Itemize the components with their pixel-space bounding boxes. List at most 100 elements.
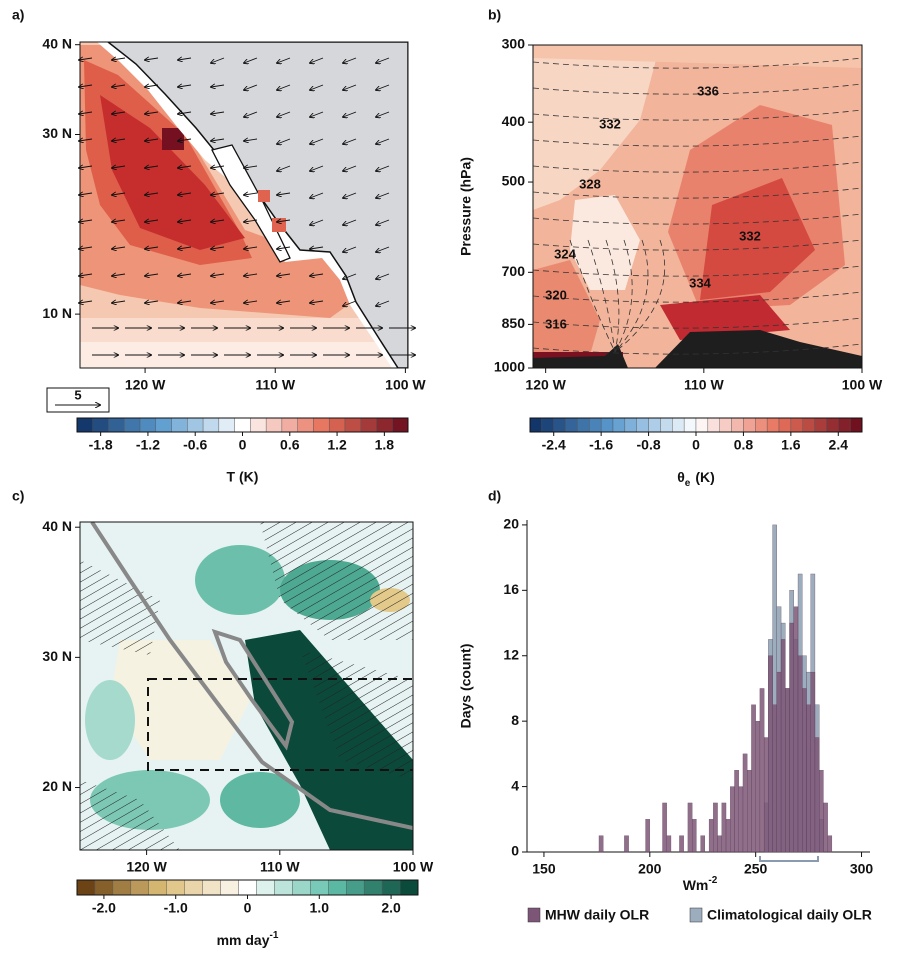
colorbar-box	[328, 879, 347, 896]
colorbar-box	[274, 879, 293, 896]
y-tick-label: 700	[502, 263, 526, 279]
colorbar-box	[707, 417, 720, 433]
wind-vector	[178, 112, 192, 114]
x-tick-label: 120 W	[126, 859, 167, 875]
wind-vector	[244, 274, 258, 276]
wind-vector	[79, 85, 93, 87]
label-part: e	[685, 478, 691, 489]
wind-vector	[277, 111, 291, 117]
bar	[810, 671, 816, 853]
wind-vector	[277, 84, 291, 90]
contour-line	[614, 239, 649, 353]
y-tick-label: 10 N	[42, 305, 72, 321]
wind-vector	[343, 192, 357, 198]
colorbar-box	[360, 417, 377, 433]
legend-label: Climatological daily OLR	[707, 907, 872, 923]
y-tick-label: 20	[503, 516, 519, 532]
bar	[780, 639, 786, 853]
bar	[713, 802, 718, 853]
colorbar-tick-label: 1.6	[781, 437, 801, 453]
y-tick-label: 300	[502, 36, 526, 52]
colorbar-box	[76, 879, 96, 896]
colorbar-box	[238, 879, 257, 896]
wind-vector	[79, 139, 93, 141]
wind-vector	[79, 58, 93, 60]
contour-line	[533, 109, 862, 121]
frame	[79, 521, 414, 851]
colorbar-box	[648, 417, 661, 433]
bar	[755, 721, 761, 853]
field	[700, 178, 815, 300]
range-bracket	[759, 856, 819, 862]
wind-vector	[310, 192, 324, 198]
contour-line	[533, 187, 862, 199]
axis-label: Pressure (hPa)	[458, 157, 474, 256]
colorbar-box	[108, 417, 125, 433]
x-tick-label: 120 W	[125, 377, 166, 393]
bar	[721, 802, 727, 853]
wind-vector	[145, 166, 159, 168]
hatch	[80, 560, 160, 655]
contour-line	[533, 317, 862, 329]
field	[85, 680, 135, 760]
colorbar-tick-label: -2.4	[542, 437, 566, 453]
y-tick-label: 12	[503, 646, 519, 662]
wind-vector	[112, 193, 126, 195]
panel-label: c)	[12, 488, 24, 504]
contour-label: 334	[689, 275, 711, 290]
bar	[797, 655, 803, 853]
wind-vector	[178, 220, 192, 222]
colorbar-box	[636, 417, 649, 433]
panel-label: b)	[488, 7, 501, 23]
wind-vector	[112, 247, 126, 249]
colorbar-box	[802, 417, 815, 433]
x-tick-label: 150	[532, 861, 556, 877]
y-tick-label: 1000	[494, 359, 525, 375]
wind-vector	[145, 247, 159, 249]
wind-vector	[244, 166, 258, 168]
terrain	[533, 330, 862, 368]
field	[245, 630, 413, 850]
colorbar-tick-label: 2.4	[829, 437, 849, 453]
colorbar-box	[695, 417, 709, 433]
colorbar-tick-label: -0.6	[183, 437, 207, 453]
colorbar-box	[363, 879, 383, 896]
colorbar-box	[790, 417, 803, 433]
colorbar-tick-label: -0.8	[637, 437, 661, 453]
wind-vector	[277, 138, 291, 144]
colorbar-box	[139, 417, 157, 433]
wind-vector	[244, 57, 258, 63]
frame	[532, 44, 863, 369]
wind-vector	[79, 301, 93, 303]
colorbar-box	[743, 417, 756, 433]
wind-vector	[310, 219, 324, 225]
panel-label: d)	[488, 488, 501, 504]
wind-vector	[79, 274, 93, 276]
y-tick-label: 4	[511, 777, 519, 793]
bar	[725, 819, 731, 853]
bar	[823, 802, 828, 853]
colorbar-box	[381, 879, 401, 896]
x-tick-label: 200	[638, 861, 662, 877]
bar	[768, 655, 773, 853]
wind-vector	[277, 247, 291, 249]
frame	[79, 41, 409, 369]
wind-vector	[145, 85, 159, 87]
colorbar-tick-label: 0	[239, 437, 247, 453]
wind-vector	[343, 165, 357, 171]
colorbar-box	[589, 417, 602, 433]
wind-vector	[244, 247, 258, 249]
wind-vector	[211, 85, 225, 87]
wind-vector	[145, 139, 159, 141]
wind-vector	[376, 111, 390, 117]
x-tick-label: 250	[744, 861, 768, 877]
colorbar-box	[202, 417, 220, 433]
colorbar-tick-label: 2.0	[381, 900, 401, 916]
label-part: (K)	[695, 469, 714, 485]
wind-vector	[376, 138, 390, 144]
colorbar-box	[826, 417, 839, 433]
colorbar-box	[660, 417, 673, 433]
study-box	[147, 678, 413, 771]
wind-vector	[277, 193, 291, 195]
bar	[827, 835, 833, 853]
